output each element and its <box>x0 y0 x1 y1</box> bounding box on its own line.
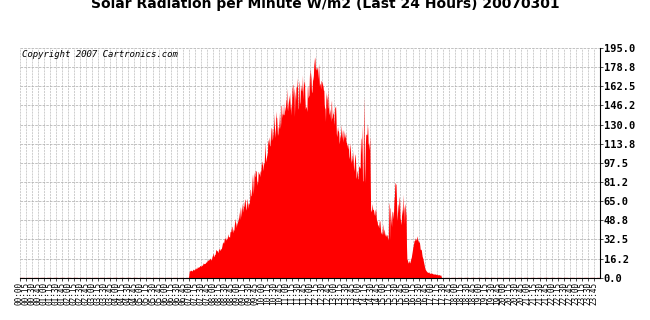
Text: Copyright 2007 Cartronics.com: Copyright 2007 Cartronics.com <box>22 50 178 59</box>
Text: Solar Radiation per Minute W/m2 (Last 24 Hours) 20070301: Solar Radiation per Minute W/m2 (Last 24… <box>91 0 559 11</box>
